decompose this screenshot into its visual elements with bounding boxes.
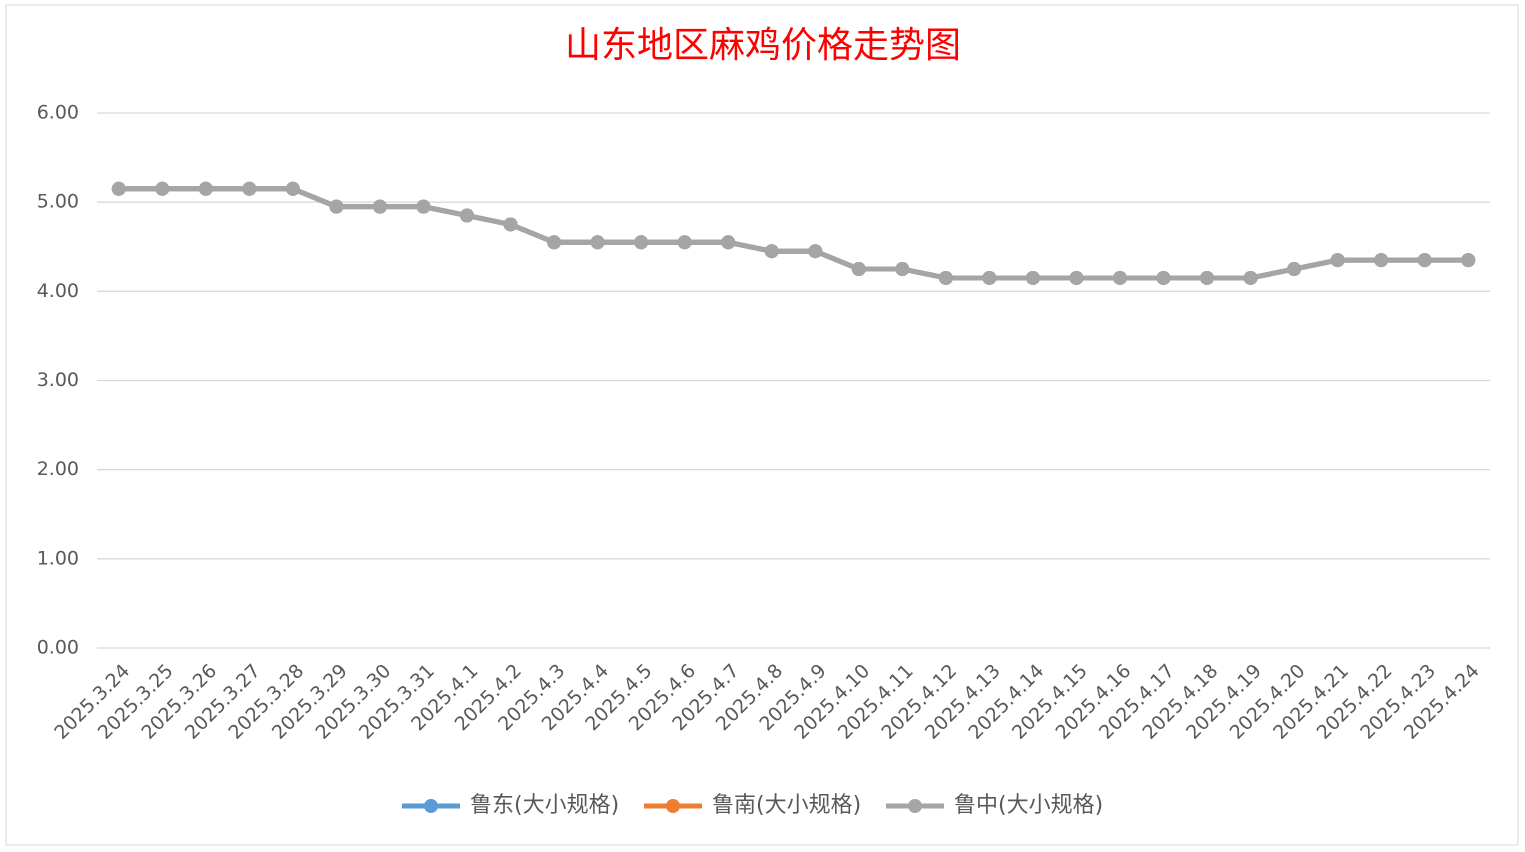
series-marker: [590, 235, 605, 250]
series-marker: [851, 262, 866, 277]
chart-area: [5, 4, 1519, 846]
series-line: [118, 186, 1469, 281]
legend-marker: [666, 799, 680, 813]
y-tick-label: 3.00: [37, 369, 79, 391]
series-marker: [634, 235, 649, 250]
series-marker: [1243, 270, 1258, 285]
y-tick-label: 1.00: [37, 547, 79, 569]
series-marker: [721, 235, 736, 250]
y-tick-label: 0.00: [37, 637, 79, 659]
series-marker: [1112, 270, 1127, 285]
series-marker: [372, 199, 387, 214]
series-marker: [895, 262, 910, 277]
legend-label: 鲁东(大小规格): [470, 793, 619, 818]
series-marker: [1287, 262, 1302, 277]
legend-marker: [424, 799, 438, 813]
series-marker: [198, 181, 213, 196]
series-marker: [1330, 253, 1345, 268]
legend-label: 鲁南(大小规格): [712, 793, 861, 818]
series-marker: [329, 199, 344, 214]
series-marker: [1069, 270, 1084, 285]
chart-title: 山东地区麻鸡价格走势图: [565, 25, 961, 66]
series-marker: [503, 217, 518, 232]
series-marker: [1374, 253, 1389, 268]
series-marker: [1156, 270, 1171, 285]
series-marker: [285, 181, 300, 196]
series-marker: [547, 235, 562, 250]
series-marker: [155, 181, 170, 196]
series-marker: [1461, 253, 1476, 268]
series-marker: [808, 244, 823, 259]
y-tick-label: 2.00: [37, 458, 79, 480]
series-marker: [982, 270, 997, 285]
series-marker: [460, 208, 475, 223]
series-marker: [111, 181, 126, 196]
series-marker: [1200, 270, 1215, 285]
y-tick-label: 5.00: [37, 191, 79, 213]
series-marker: [416, 199, 431, 214]
legend-label: 鲁中(大小规格): [954, 793, 1103, 818]
series-marker: [938, 270, 953, 285]
y-tick-label: 6.00: [37, 102, 79, 124]
y-tick-label: 4.00: [37, 280, 79, 302]
series-marker: [677, 235, 692, 250]
series-marker: [242, 181, 257, 196]
legend-marker: [908, 799, 922, 813]
series-marker: [764, 244, 779, 259]
series-marker: [1417, 253, 1432, 268]
series-marker: [1025, 270, 1040, 285]
